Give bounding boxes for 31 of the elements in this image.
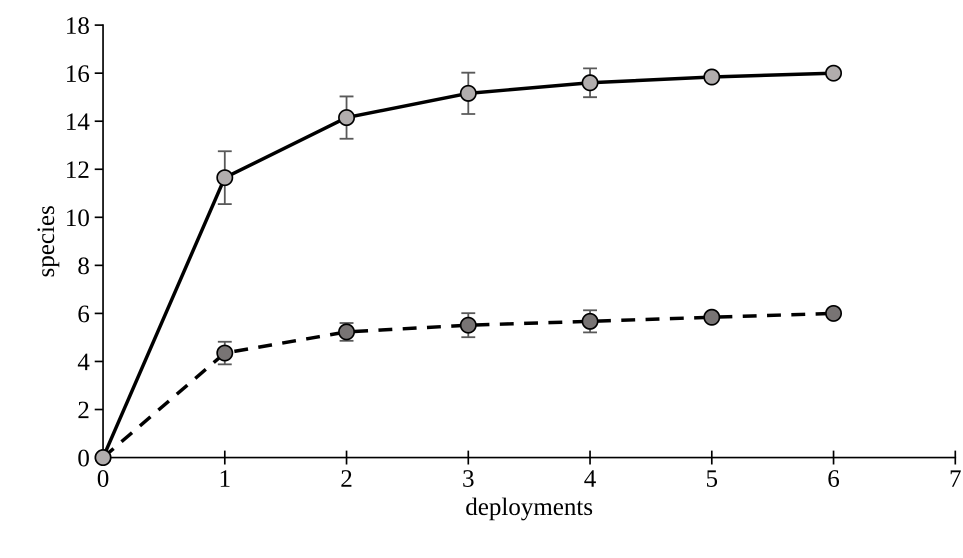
point (582, 312, 599, 330)
y-tick-label: 8 (78, 257, 89, 274)
x-tick-label: 3 (463, 470, 474, 487)
x-axis-title: deployments (466, 498, 592, 520)
y-axis-title: species (37, 206, 60, 276)
point (825, 304, 842, 322)
x-tick-label: 4 (584, 470, 596, 487)
x-tick-label: 0 (98, 470, 108, 487)
y-tick-label: 12 (67, 161, 88, 178)
y-tick-label: 4 (78, 354, 90, 370)
y-tick-label: 14 (67, 113, 90, 130)
y-tick-label: 10 (67, 209, 89, 226)
x-tick-label: 7 (950, 470, 961, 487)
x-tick-label: 1 (220, 470, 230, 487)
y-tick-label: 16 (67, 65, 90, 82)
point (703, 68, 720, 86)
point (703, 308, 720, 326)
y-tick-label: 18 (67, 17, 89, 34)
y-tick-label: 2 (78, 402, 88, 418)
x-tick-label: 6 (828, 470, 840, 487)
y-tick-label: 0 (78, 450, 89, 466)
point (460, 84, 477, 102)
x-tick-label: 2 (341, 470, 352, 487)
y-tick-label: 6 (78, 306, 90, 322)
point (825, 64, 842, 82)
point (338, 109, 356, 126)
point (582, 74, 599, 92)
point (216, 169, 234, 186)
point (460, 316, 477, 334)
point (216, 344, 234, 362)
x-tick-label: 5 (707, 470, 718, 487)
